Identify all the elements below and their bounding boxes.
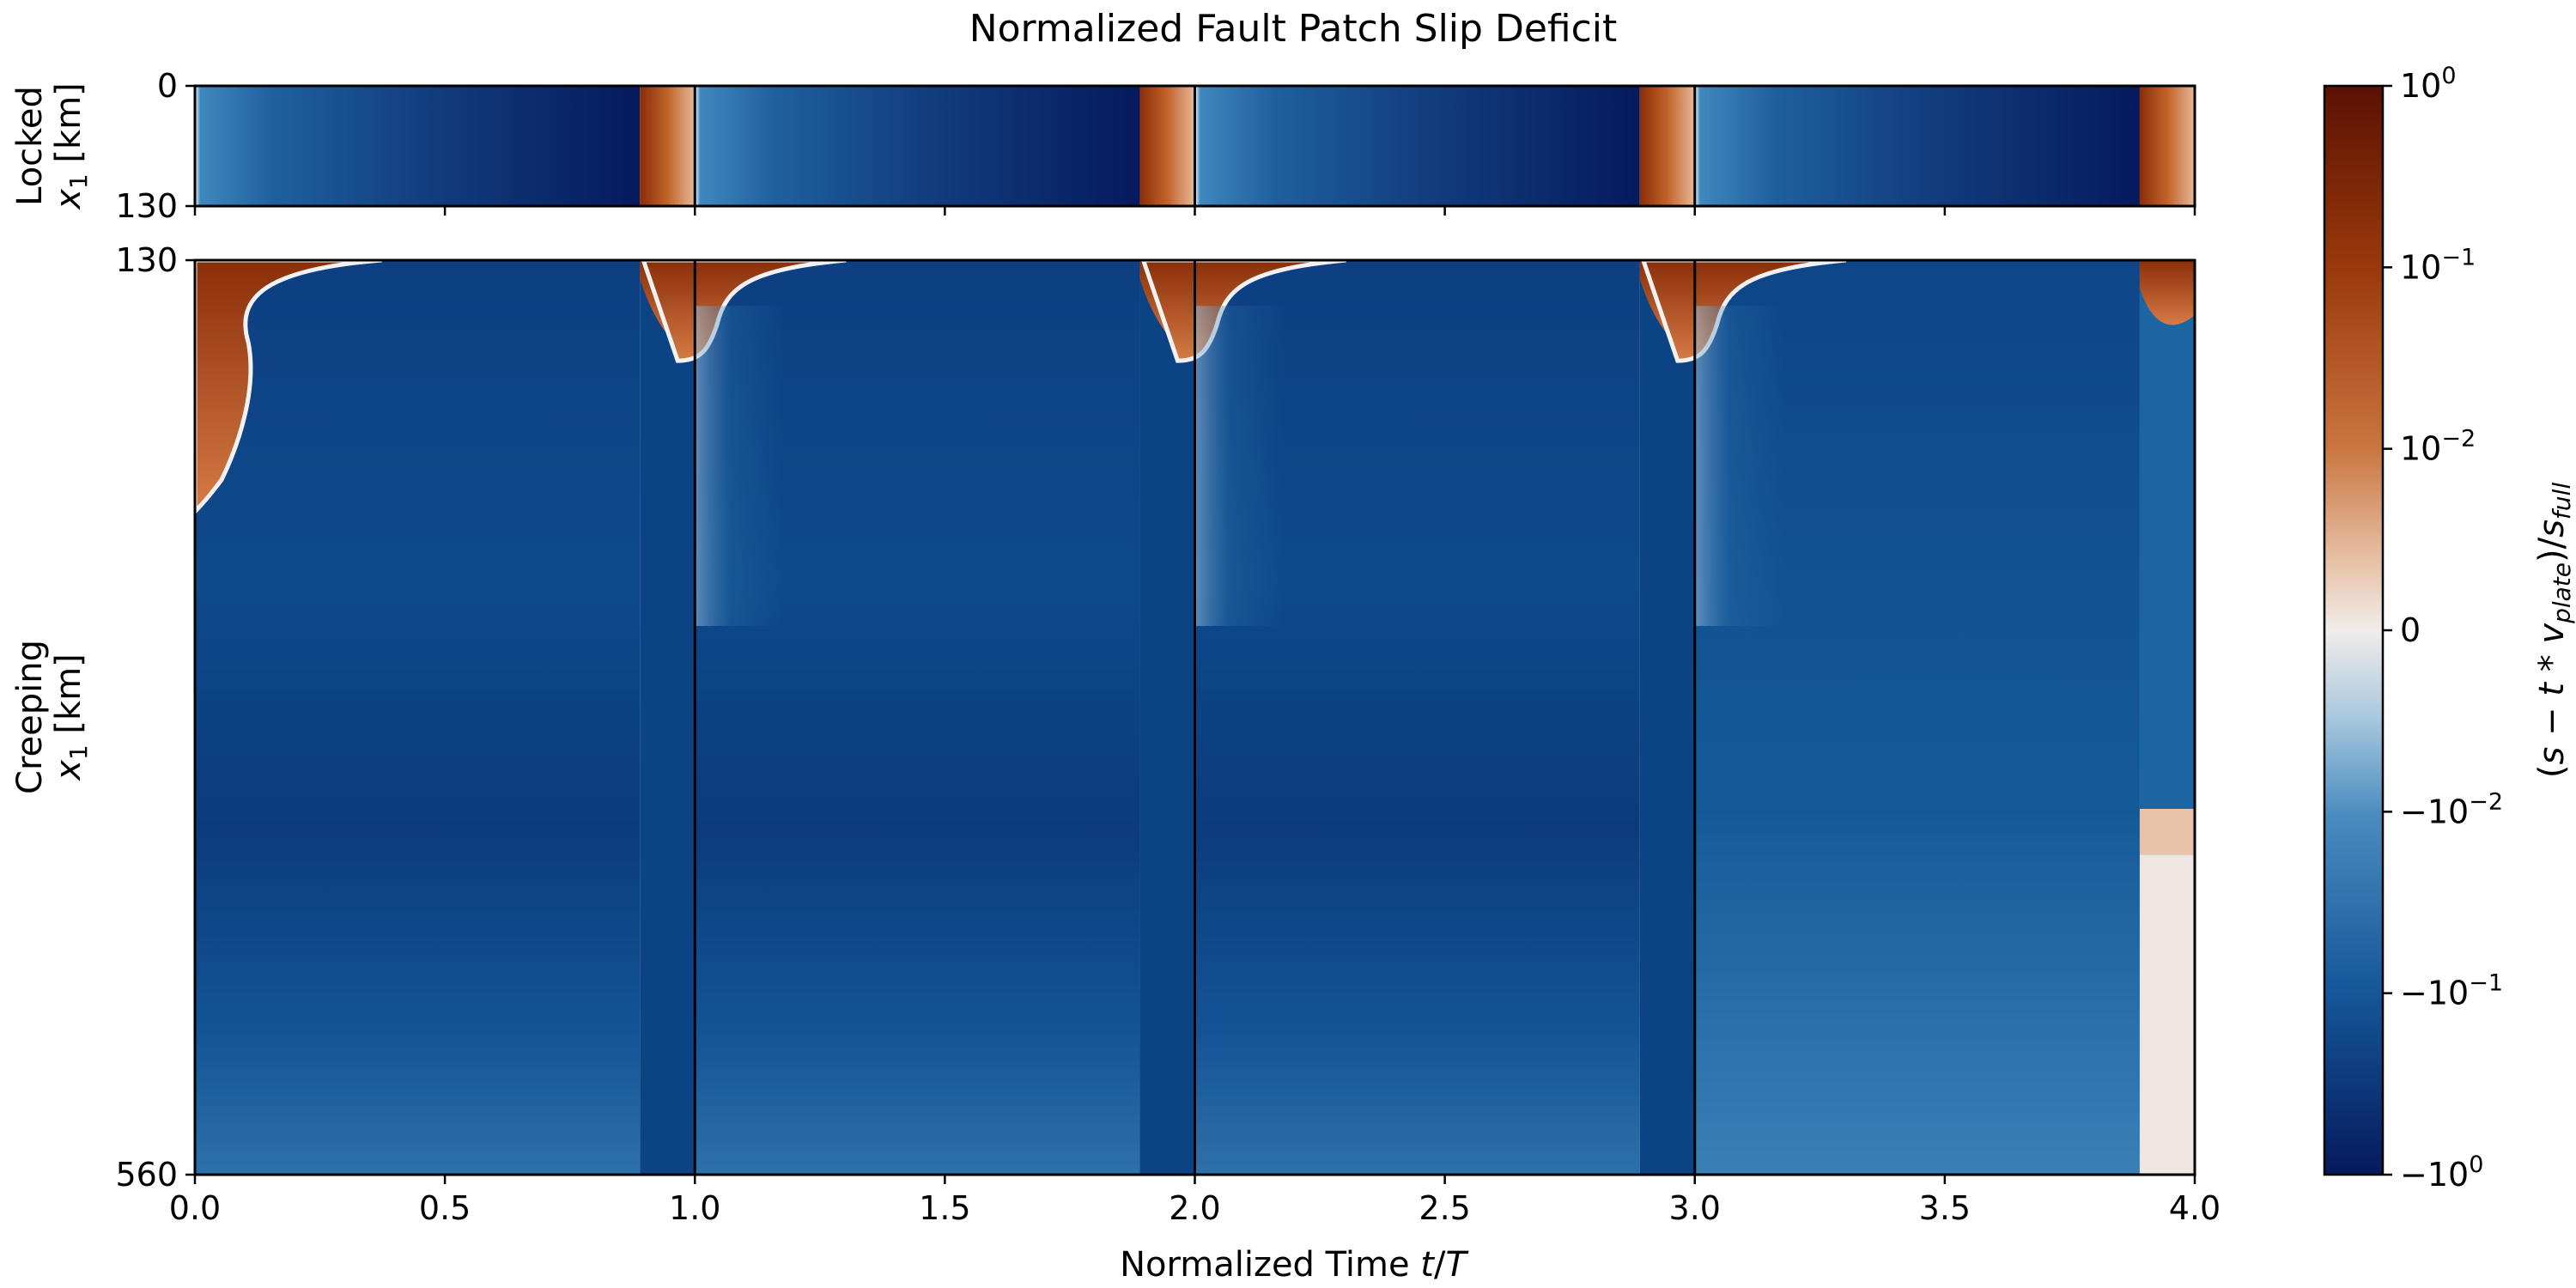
locked-panel-ticks: 0 130 — [115, 67, 2196, 225]
y-tick-label: 0 — [157, 67, 178, 105]
creeping-rupture-near-zero-band — [2139, 854, 2195, 1175]
x-tick-label: 1.0 — [669, 1189, 720, 1227]
x-axis-label: Normalized Time t/T — [1120, 1245, 1469, 1285]
y-tick-label: 560 — [115, 1156, 178, 1194]
locked-panel — [195, 86, 2195, 206]
creeping-rupture-cap — [2139, 260, 2195, 325]
creeping-panel-ticks: 0.0 0.5 1.0 1.5 2.0 2.5 3.0 3.5 4.0 130 560 — [115, 241, 2221, 1227]
creeping-afterslip-region — [195, 260, 382, 515]
creeping-rupture-column — [640, 260, 696, 1175]
x-tick-label: 1.5 — [919, 1189, 970, 1227]
x-tick-label: 0.5 — [419, 1189, 471, 1227]
x-tick-label: 2.0 — [1169, 1189, 1220, 1227]
locked-rupture-block — [640, 86, 696, 206]
y-tick-label: 130 — [115, 187, 178, 225]
y-tick-label: 130 — [115, 241, 178, 279]
locked-rupture-block — [1639, 86, 1695, 206]
colorbar-tick-label: −10−1 — [2400, 970, 2503, 1012]
creeping-rupture-positive-band — [2139, 809, 2195, 855]
creeping-ylabel-line2: x1 [km] — [49, 653, 93, 782]
creeping-afterslip-glow — [1194, 306, 1285, 626]
locked-ylabel-line1: Locked — [10, 86, 50, 206]
locked-rupture-block — [2139, 86, 2195, 206]
creeping-ylabel-line1: Creeping — [10, 640, 50, 794]
locked-rupture-block — [1139, 86, 1195, 206]
colorbar-ticks: 100 10−1 10−2 0 −10−2 −10−1 −100 — [2383, 63, 2503, 1194]
colorbar-tick-label: 0 — [2400, 611, 2421, 649]
creeping-afterslip-glow — [1694, 306, 1784, 626]
colorbar — [2323, 84, 2385, 1176]
colorbar-label: (s − t * vplate)/sfull — [2532, 483, 2576, 778]
creeping-rupture-column — [1639, 260, 1695, 1175]
locked-interseismic-block — [195, 86, 641, 206]
creeping-panel — [195, 260, 2195, 1175]
creeping-rupture-column — [1139, 260, 1195, 1175]
locked-interseismic-block — [695, 86, 1140, 206]
creeping-afterslip-glow — [695, 306, 784, 626]
x-tick-label: 2.5 — [1419, 1189, 1470, 1227]
colorbar-tick-label: −100 — [2400, 1151, 2483, 1194]
x-tick-label: 0.0 — [169, 1189, 221, 1227]
x-tick-label: 3.5 — [1919, 1189, 1971, 1227]
creeping-interseismic-block — [195, 260, 641, 1175]
locked-interseismic-block — [1194, 86, 1640, 206]
colorbar-tick-label: 10−2 — [2400, 426, 2476, 468]
locked-ylabel-line2: x1 [km] — [49, 82, 93, 211]
colorbar-tick-label: 100 — [2400, 63, 2457, 105]
locked-interseismic-block — [1694, 86, 2140, 206]
x-tick-label: 4.0 — [2169, 1189, 2221, 1227]
colorbar-tick-label: 10−1 — [2400, 244, 2476, 286]
x-tick-label: 3.0 — [1669, 1189, 1721, 1227]
colorbar-tick-label: −10−2 — [2400, 788, 2503, 830]
chart-title: Normalized Fault Patch Slip Deficit — [969, 7, 1618, 51]
